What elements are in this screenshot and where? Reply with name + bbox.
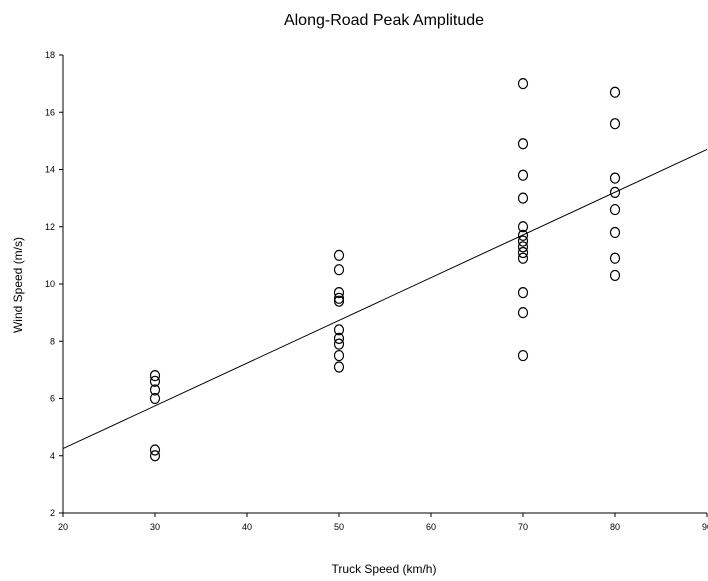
x-tick-label: 30 xyxy=(150,522,160,532)
data-point xyxy=(517,241,529,253)
data-point xyxy=(517,286,529,299)
points-layer xyxy=(149,78,621,462)
y-tick-label: 14 xyxy=(45,165,55,175)
data-point xyxy=(609,172,621,184)
data-point xyxy=(517,246,529,259)
y-tick-label: 8 xyxy=(50,336,55,346)
data-point xyxy=(333,295,345,307)
x-tick-label: 90 xyxy=(702,522,708,532)
x-tick-label: 50 xyxy=(334,522,344,532)
data-point xyxy=(333,264,345,276)
data-point xyxy=(333,249,345,261)
y-axis-label: Wind Speed (m/s) xyxy=(11,237,25,333)
y-tick-label: 2 xyxy=(50,508,55,518)
data-point xyxy=(333,332,345,344)
y-tick-label: 10 xyxy=(45,279,55,289)
data-point xyxy=(609,226,621,239)
y-tick-label: 6 xyxy=(50,394,55,404)
data-point xyxy=(333,361,345,373)
data-point xyxy=(517,307,529,319)
data-point xyxy=(517,192,529,204)
data-point xyxy=(333,338,345,350)
data-point xyxy=(149,444,161,456)
data-point xyxy=(333,286,345,299)
x-axis-label: Truck Speed (km/h) xyxy=(332,562,437,576)
y-tick-label: 4 xyxy=(50,451,55,461)
y-tick-label: 18 xyxy=(45,50,55,60)
x-tick-label: 70 xyxy=(518,522,528,532)
data-point xyxy=(609,252,621,264)
data-point xyxy=(333,292,345,304)
y-tick-label: 16 xyxy=(45,107,55,117)
data-point xyxy=(333,324,345,336)
data-point xyxy=(609,203,621,216)
y-tick-label: 12 xyxy=(45,222,55,232)
data-point xyxy=(517,229,529,241)
data-point xyxy=(609,269,621,282)
data-point xyxy=(149,392,161,405)
x-tick-label: 80 xyxy=(610,522,620,532)
x-tick-label: 60 xyxy=(426,522,436,532)
axes: 20 30 40 50 60 70 80 90 2 4 6 8 10 12 14 16 18 xyxy=(45,50,708,532)
data-point xyxy=(517,252,529,264)
data-point xyxy=(609,118,621,130)
x-tick-label: 40 xyxy=(242,522,252,532)
regression-line xyxy=(62,149,708,450)
trend-layer xyxy=(62,149,708,450)
data-point xyxy=(333,349,345,362)
data-point xyxy=(149,384,161,396)
data-point xyxy=(149,450,161,462)
data-point xyxy=(149,370,161,382)
data-point xyxy=(517,235,529,247)
data-point xyxy=(149,375,161,387)
data-point xyxy=(517,221,529,233)
data-point xyxy=(609,86,621,98)
x-tick-label: 20 xyxy=(58,522,68,532)
data-point xyxy=(517,138,529,150)
data-point xyxy=(517,349,529,362)
data-point xyxy=(517,78,529,90)
chart-title: Along-Road Peak Amplitude xyxy=(284,12,484,29)
data-point xyxy=(517,169,529,181)
data-point xyxy=(609,186,621,198)
